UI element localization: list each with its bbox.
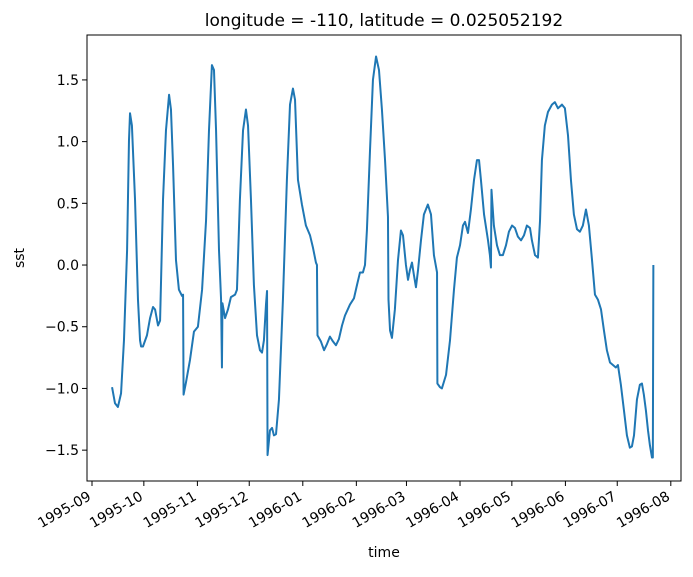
y-tick-label: 1.5 [57,73,79,89]
x-tick-label: 1996-08 [614,489,673,532]
x-tick-label: 1996-02 [300,489,359,532]
x-tick-label: 1995-09 [35,489,94,532]
x-tick-label: 1996-06 [509,489,568,532]
x-tick-label: 1996-01 [246,489,305,532]
x-tick-label: 1996-05 [455,489,514,532]
y-tick-label: −1.5 [45,443,79,459]
plot-frame [86,34,682,482]
y-tick-label: 0.5 [57,196,79,212]
x-tick-label: 1996-07 [561,489,620,532]
x-tick-label: 1995-12 [193,489,252,532]
x-tick-label: 1995-11 [141,489,200,532]
x-tick-label: 1996-04 [403,489,462,532]
x-axis-label: time [368,545,400,561]
y-tick-label: −0.5 [45,320,79,336]
y-axis-label: sst [12,247,28,268]
x-tick-label: 1995-10 [87,489,146,532]
data-line [111,55,655,459]
y-tick-label: 1.0 [57,135,79,151]
y-tick-label: −1.0 [45,381,79,397]
x-tick-label: 1996-03 [350,489,409,532]
chart-title: longitude = -110, latitude = 0.025052192 [205,11,563,31]
y-tick-label: 0.0 [57,258,79,274]
